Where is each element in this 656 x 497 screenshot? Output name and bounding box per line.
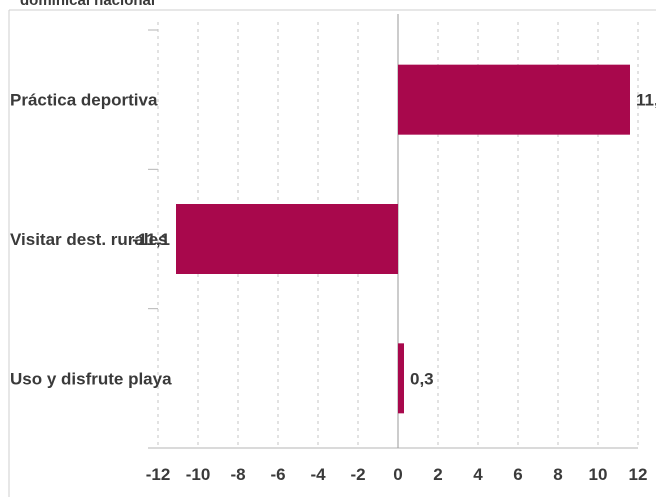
x-tick-label: 8 — [553, 465, 562, 484]
x-tick-label: 4 — [473, 465, 483, 484]
x-tick-label: 0 — [393, 465, 402, 484]
x-tick-label: -8 — [230, 465, 245, 484]
data-label: -11,1 — [132, 230, 170, 249]
x-tick-label: -6 — [270, 465, 285, 484]
x-tick-label: -12 — [146, 465, 171, 484]
bar — [398, 343, 404, 414]
data-label: 0,3 — [410, 369, 434, 388]
category-label: Uso y disfrute playa — [10, 369, 172, 388]
x-tick-label: 12 — [629, 465, 648, 484]
bar — [176, 204, 398, 274]
x-tick-label: -2 — [350, 465, 365, 484]
x-tick-label: 6 — [513, 465, 522, 484]
x-tick-label: -4 — [310, 465, 326, 484]
x-tick-label: 2 — [433, 465, 442, 484]
category-label: Práctica deportiva — [10, 91, 158, 110]
data-label: 11,6 — [636, 91, 656, 110]
x-tick-label: 10 — [589, 465, 608, 484]
chart-title: dominical nacional — [20, 0, 155, 9]
bar — [398, 64, 630, 135]
x-tick-label: -10 — [186, 465, 211, 484]
category-label: Visitar dest. rurales — [10, 230, 168, 249]
